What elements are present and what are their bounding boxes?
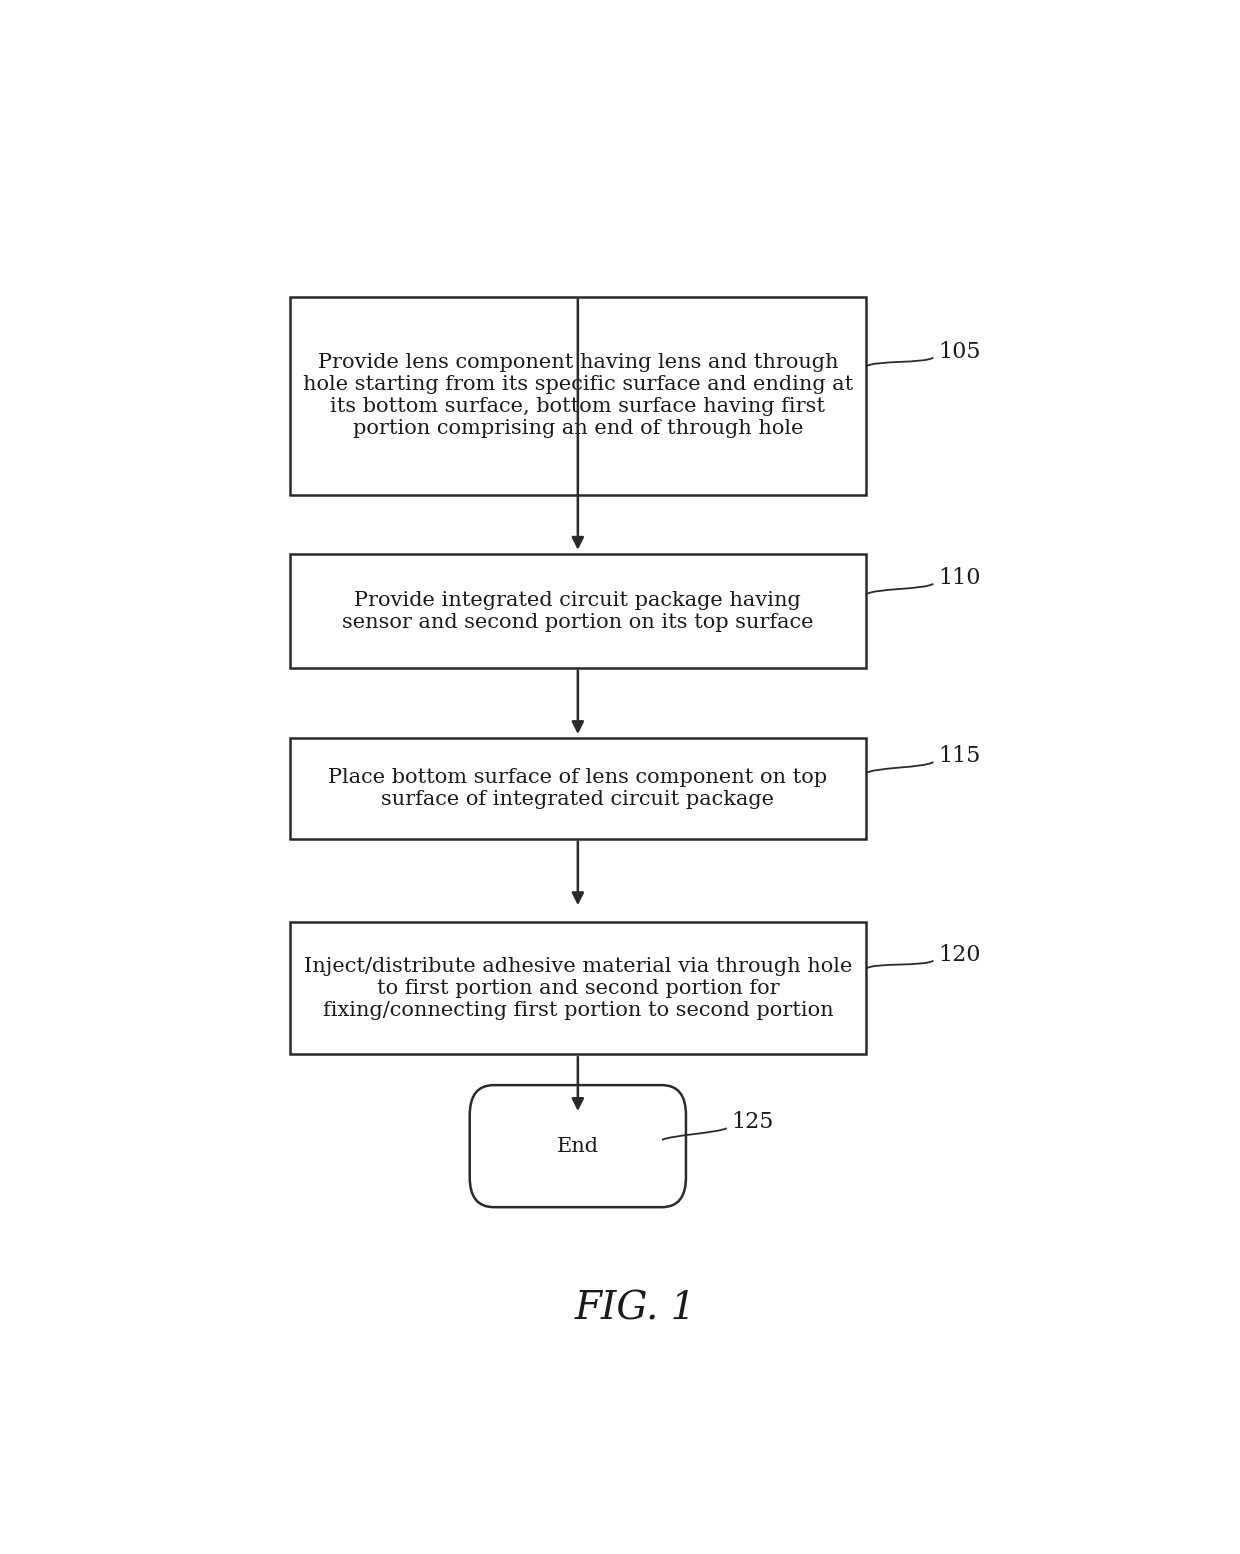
Text: 125: 125 xyxy=(732,1111,774,1133)
FancyBboxPatch shape xyxy=(290,923,866,1054)
Text: 110: 110 xyxy=(939,567,981,589)
Text: End: End xyxy=(557,1136,599,1156)
Text: 120: 120 xyxy=(939,943,981,965)
Text: Provide lens component having lens and through
hole starting from its specific s: Provide lens component having lens and t… xyxy=(303,353,853,438)
Text: Provide integrated circuit package having
sensor and second portion on its top s: Provide integrated circuit package havin… xyxy=(342,591,813,632)
Text: FIG. 1: FIG. 1 xyxy=(575,1290,696,1327)
FancyBboxPatch shape xyxy=(290,297,866,494)
FancyBboxPatch shape xyxy=(290,555,866,668)
Text: 105: 105 xyxy=(939,340,981,362)
FancyBboxPatch shape xyxy=(290,738,866,839)
Text: Place bottom surface of lens component on top
surface of integrated circuit pack: Place bottom surface of lens component o… xyxy=(329,768,827,810)
Text: 115: 115 xyxy=(939,744,981,768)
FancyBboxPatch shape xyxy=(470,1085,686,1207)
Text: Inject/distribute adhesive material via through hole
to first portion and second: Inject/distribute adhesive material via … xyxy=(304,957,852,1019)
